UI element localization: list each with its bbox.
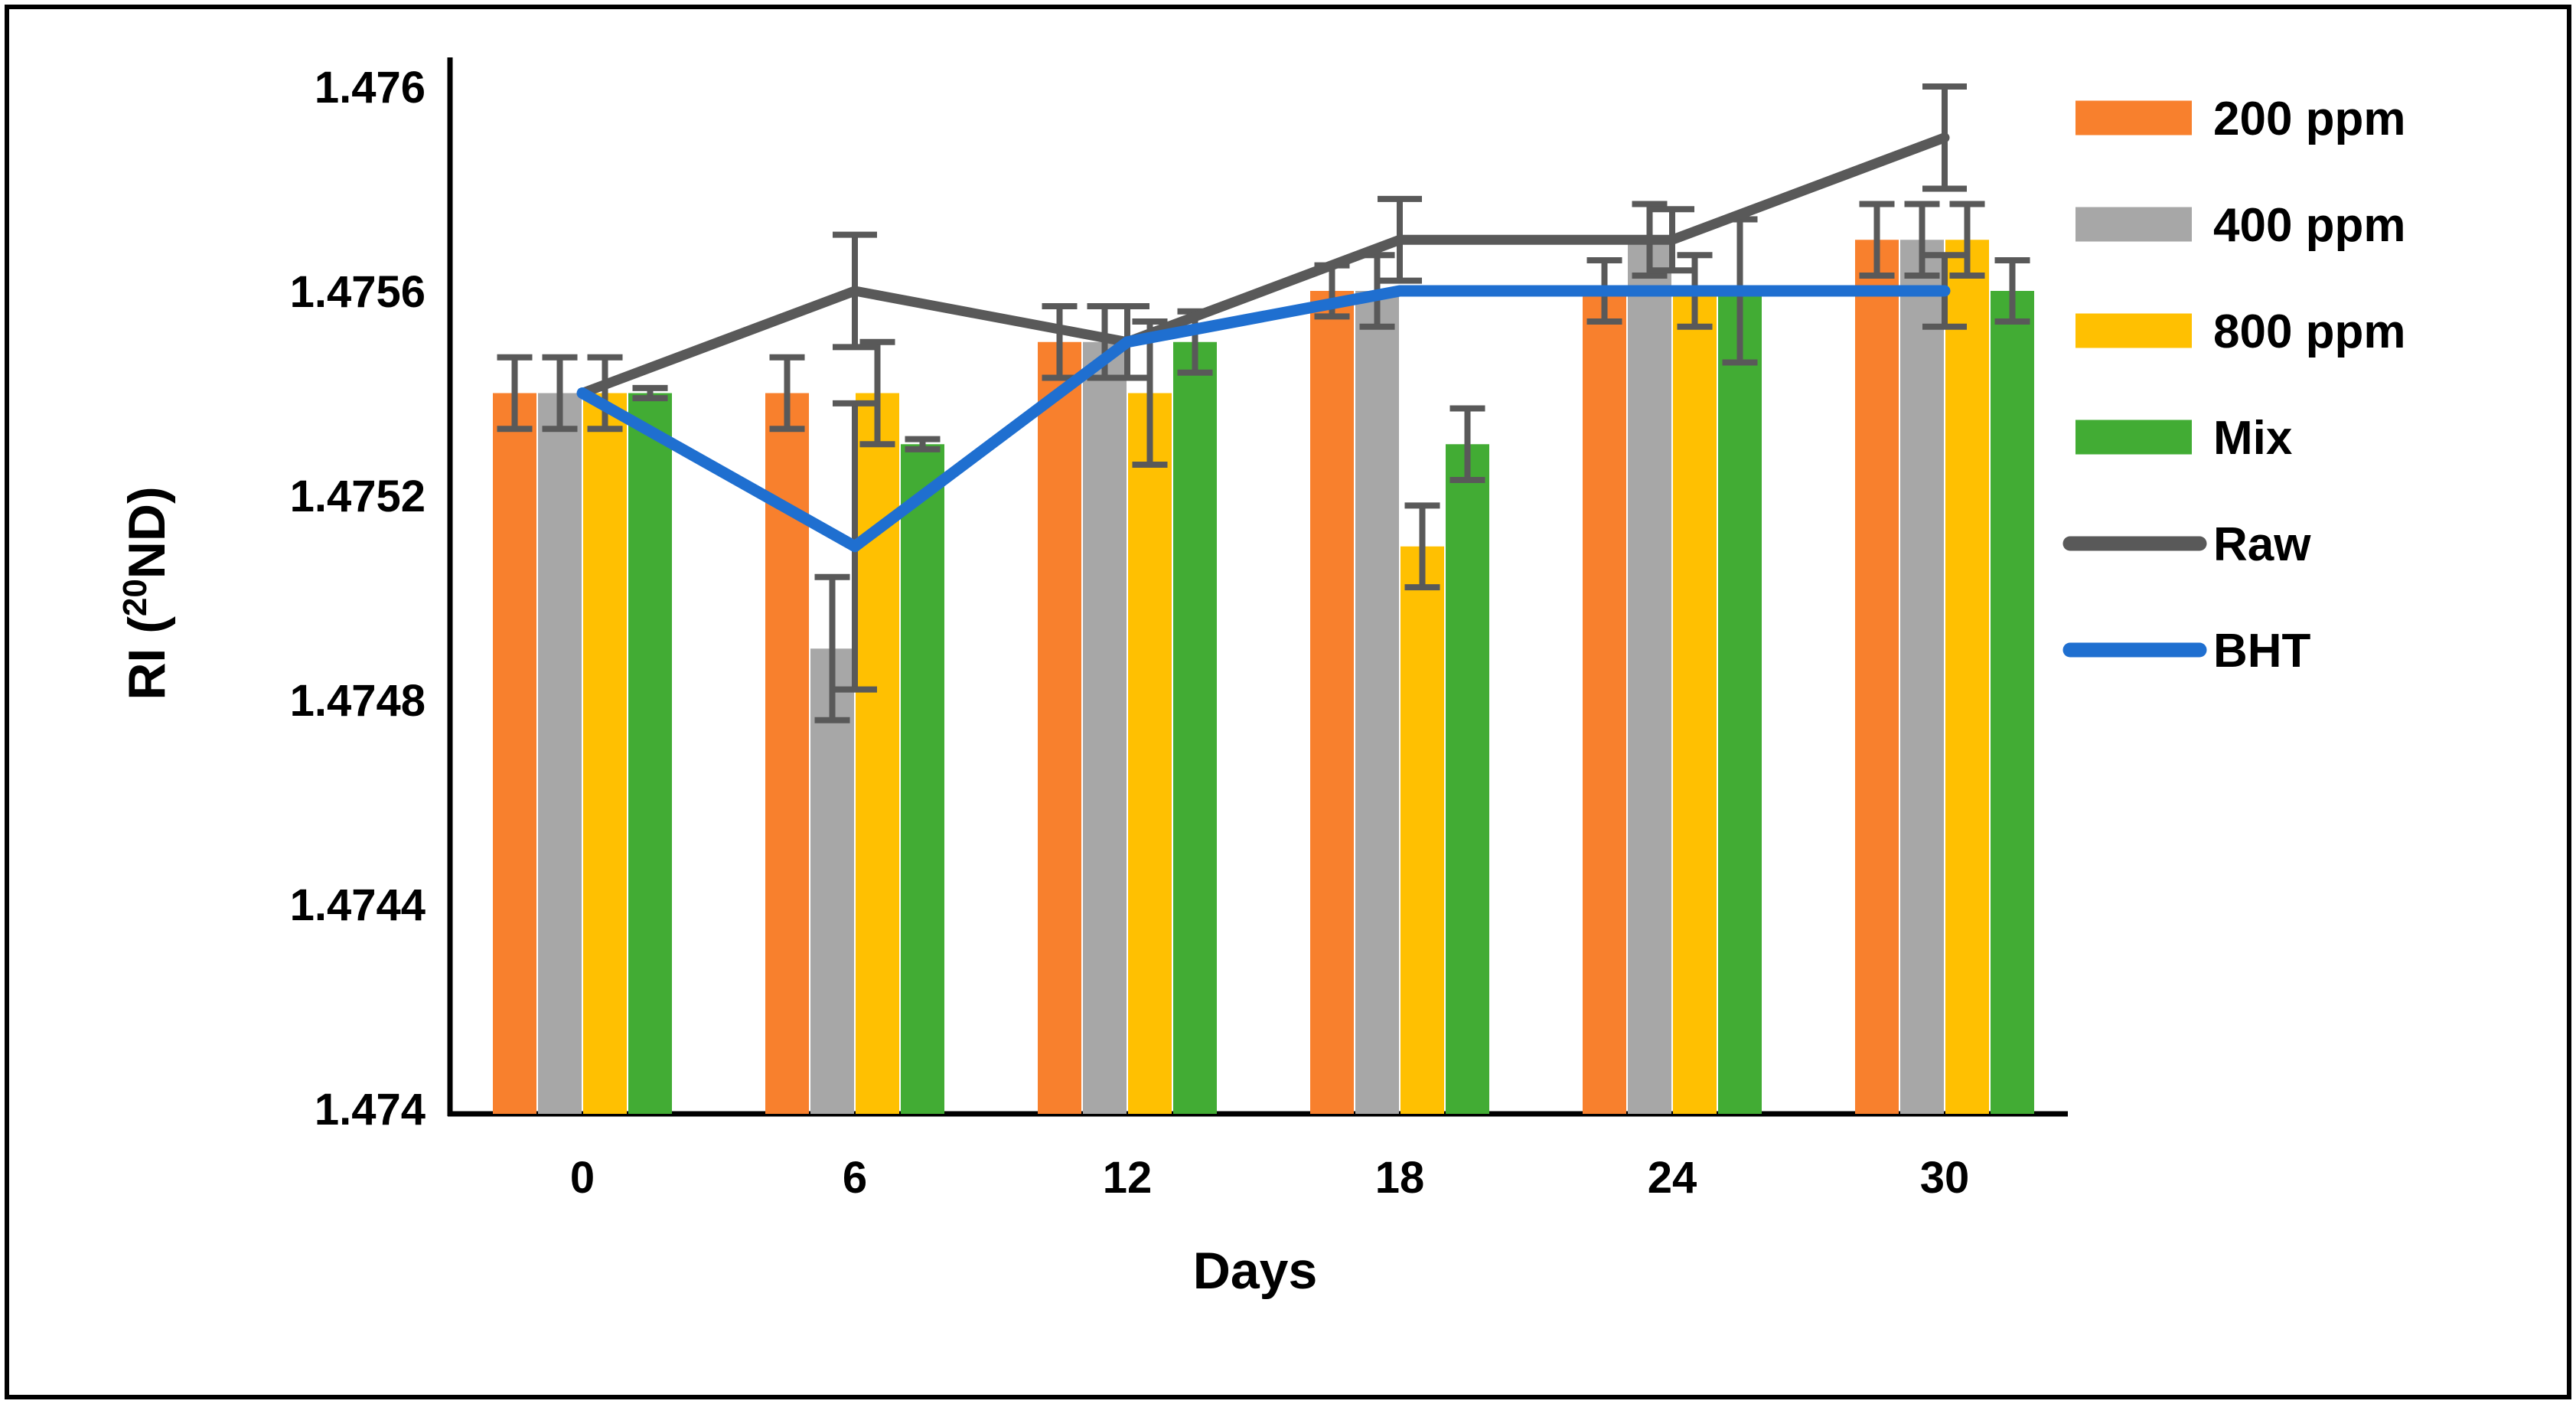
legend-swatch-200-ppm bbox=[2075, 100, 2192, 136]
bar-800ppm-day6 bbox=[856, 393, 899, 1114]
x-tick-label: 0 bbox=[570, 1153, 595, 1203]
error-bar-200ppm-day30 bbox=[1859, 201, 1895, 279]
error-bar-400ppm-day30 bbox=[1904, 201, 1940, 279]
bar-400ppm-day18 bbox=[1355, 291, 1399, 1114]
bar-400ppm-day30 bbox=[1900, 240, 1944, 1114]
legend-swatch-mix bbox=[2075, 420, 2192, 455]
bar-Mix-day18 bbox=[1446, 444, 1489, 1114]
plot-area: 1.476 1.4756 1.4752 1.4748 1.4744 1.474 0 6 12 18… bbox=[290, 57, 2068, 1203]
legend-item-200-ppm: 200 ppm bbox=[2075, 93, 2406, 145]
legend-label: 200 ppm bbox=[2213, 93, 2406, 145]
bar-400ppm-day24 bbox=[1628, 240, 1671, 1114]
bar-800ppm-day0 bbox=[583, 393, 627, 1114]
bar-200ppm-day24 bbox=[1583, 291, 1626, 1114]
x-tick-label: 12 bbox=[1103, 1153, 1153, 1203]
bar-800ppm-day30 bbox=[1945, 240, 1989, 1114]
error-bar-800ppm-day18 bbox=[1404, 502, 1440, 591]
legend-label: BHT bbox=[2213, 625, 2311, 678]
legend-item-raw: Raw bbox=[2062, 518, 2311, 571]
y-tick-label: 1.476 bbox=[315, 63, 426, 113]
error-bar-Mix-day30 bbox=[1994, 256, 2030, 325]
bar-800ppm-day24 bbox=[1673, 291, 1717, 1114]
error-bar-400ppm-day6 bbox=[814, 573, 850, 723]
bar-400ppm-day12 bbox=[1083, 341, 1127, 1114]
legend-label: Mix bbox=[2213, 412, 2293, 465]
error-bar-800ppm-day30 bbox=[1949, 201, 1985, 279]
error-bar-200ppm-day0 bbox=[497, 354, 533, 433]
legend-swatch-400-ppm bbox=[2075, 207, 2192, 242]
legend-swatch-800-ppm bbox=[2075, 313, 2192, 348]
bar-Mix-day24 bbox=[1718, 291, 1762, 1114]
y-tick-label: 1.4756 bbox=[290, 267, 426, 317]
y-axis-title: RI (20ND) bbox=[116, 486, 176, 700]
line-bht bbox=[576, 285, 1951, 553]
bar-200ppm-day18 bbox=[1310, 291, 1354, 1114]
error-bar-800ppm-day0 bbox=[587, 354, 623, 433]
legend-item-bht: BHT bbox=[2062, 625, 2311, 678]
y-tick-label: 1.474 bbox=[315, 1085, 426, 1135]
bar-Mix-day0 bbox=[628, 393, 672, 1114]
legend-item-mix: Mix bbox=[2075, 412, 2293, 465]
bar-200ppm-day0 bbox=[493, 393, 536, 1114]
line-raw bbox=[577, 132, 1950, 398]
error-bar-800ppm-day12 bbox=[1132, 318, 1168, 468]
x-axis-title: Days bbox=[1193, 1242, 1318, 1300]
y-tick-label: 1.4744 bbox=[290, 880, 426, 930]
bar-400ppm-day6 bbox=[810, 648, 854, 1114]
x-tick-label: 18 bbox=[1375, 1153, 1425, 1203]
error-bar-Mix-day18 bbox=[1449, 405, 1485, 483]
bar-800ppm-day18 bbox=[1400, 546, 1444, 1114]
legend-label: Raw bbox=[2213, 518, 2311, 571]
bar-800ppm-day12 bbox=[1128, 393, 1172, 1114]
error-bar-400ppm-day0 bbox=[542, 354, 578, 433]
bar-Mix-day6 bbox=[901, 444, 944, 1114]
x-tick-label: 6 bbox=[843, 1153, 867, 1203]
bar-200ppm-day12 bbox=[1038, 341, 1081, 1114]
bar-400ppm-day0 bbox=[538, 393, 582, 1114]
figure-border bbox=[5, 5, 2571, 1399]
legend: 200 ppm 400 ppm 800 ppm Mix Raw BHT bbox=[2062, 93, 2406, 678]
legend-label: 800 ppm bbox=[2213, 305, 2406, 358]
legend-item-400-ppm: 400 ppm bbox=[2075, 199, 2406, 252]
error-bar-200ppm-day6 bbox=[769, 354, 805, 433]
x-tick-label: 24 bbox=[1648, 1153, 1697, 1203]
legend-label: 400 ppm bbox=[2213, 199, 2406, 252]
error-bar-800ppm-day6 bbox=[859, 338, 895, 448]
error-bar-Mix-day6 bbox=[905, 436, 941, 452]
y-tick-label: 1.4748 bbox=[290, 676, 426, 726]
bar-200ppm-day30 bbox=[1855, 240, 1899, 1114]
error-bar-Mix-day0 bbox=[632, 384, 668, 402]
legend-item-800-ppm: 800 ppm bbox=[2075, 305, 2406, 358]
y-axis-title-text: RI (20ND) bbox=[116, 486, 176, 700]
bar-Mix-day30 bbox=[1991, 291, 2034, 1114]
x-tick-label: 30 bbox=[1920, 1153, 1970, 1203]
bar-Mix-day12 bbox=[1173, 341, 1217, 1114]
y-tick-label: 1.4752 bbox=[290, 472, 426, 521]
